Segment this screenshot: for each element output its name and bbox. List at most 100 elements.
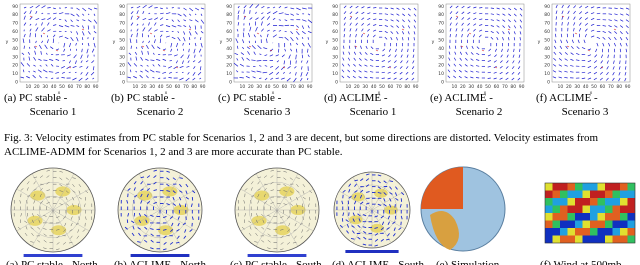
velocity-arrow	[587, 77, 592, 80]
velocity-arrow	[413, 48, 415, 53]
heat-cell	[597, 198, 606, 206]
velocity-arrow	[154, 22, 157, 26]
panel-subcaption: Scenario 2	[137, 106, 184, 118]
velocity-arrow	[33, 57, 36, 61]
x-tick-label: 50	[273, 84, 279, 90]
wind-arrow	[43, 214, 47, 217]
velocity-arrow	[290, 36, 294, 42]
velocity-arrow	[192, 77, 196, 81]
x-tick-label: 20	[141, 84, 147, 90]
panel-subcaption: Scenario 1	[30, 106, 77, 118]
velocity-arrow	[55, 48, 60, 51]
velocity-arrow	[576, 46, 580, 50]
velocity-arrow	[343, 45, 345, 49]
wind-arrow	[366, 191, 370, 193]
parallel	[25, 182, 81, 238]
wind-arrow	[354, 194, 357, 199]
velocity-arrow	[347, 57, 351, 61]
wind-arrow	[163, 235, 167, 239]
velocity-arrow	[358, 70, 362, 73]
wind-arrow	[46, 169, 50, 172]
velocity-arrow	[367, 12, 371, 15]
velocity-arrow	[388, 54, 391, 58]
x-tick-label: 50	[59, 84, 65, 90]
velocity-arrow	[142, 23, 144, 26]
wind-arrow	[59, 177, 63, 181]
wind-arrow	[85, 216, 87, 220]
velocity-arrow	[401, 48, 403, 53]
wind-arrow	[131, 232, 135, 237]
velocity-arrow	[61, 77, 65, 79]
wind-arrow	[300, 235, 304, 239]
wind-arrow	[191, 216, 194, 220]
x-axis-label: x	[484, 91, 487, 96]
x-tick-label: 90	[625, 84, 631, 90]
wind-arrow	[127, 188, 131, 191]
velocity-arrow	[136, 6, 141, 9]
x-tick-label: 80	[616, 84, 622, 90]
x-tick-label: 60	[68, 84, 74, 90]
velocity-arrow	[390, 25, 394, 28]
y-tick-label: 50	[119, 37, 125, 43]
velocity-arrow	[359, 51, 362, 55]
quiver-panel: 0101020203030404050506060707080809090xy(…	[324, 3, 419, 118]
velocity-arrow	[267, 7, 270, 9]
velocity-arrow	[307, 25, 310, 29]
velocity-arrow	[507, 37, 510, 41]
y-tick-label: 10	[119, 71, 125, 77]
velocity-arrow	[464, 70, 468, 73]
velocity-arrow	[245, 75, 250, 79]
wind-arrow	[387, 221, 390, 226]
panel-subcaption: Scenario 3	[562, 106, 609, 118]
velocity-arrow	[296, 36, 299, 40]
velocity-arrow	[587, 54, 592, 57]
velocity-arrow	[343, 16, 347, 20]
wind-arrow	[270, 181, 274, 185]
y-tick-label: 10	[226, 71, 232, 77]
wind-arrow	[189, 229, 193, 232]
x-tick-label: 60	[388, 84, 394, 90]
polar-plot	[333, 171, 411, 253]
velocity-arrow	[47, 17, 52, 20]
x-tick-label: 60	[175, 84, 181, 90]
velocity-arrow	[237, 5, 240, 9]
velocity-arrow	[449, 11, 453, 15]
x-tick-label: 90	[307, 84, 313, 90]
velocity-arrow	[461, 33, 463, 38]
wind-arrow	[302, 184, 306, 188]
velocity-arrow	[160, 7, 163, 10]
red-arrow	[388, 66, 392, 69]
wind-arrow	[72, 184, 75, 188]
red-arrow	[282, 66, 286, 69]
velocity-arrow	[76, 7, 80, 11]
velocity-arrow	[614, 36, 617, 41]
heat-cell	[605, 198, 613, 206]
velocity-arrow	[39, 44, 42, 50]
wind-arrow	[138, 213, 142, 217]
velocity-arrow	[449, 45, 451, 49]
velocity-arrow	[187, 60, 190, 63]
wind-arrow	[389, 198, 392, 202]
wind-arrow	[244, 188, 248, 191]
velocity-arrow	[396, 31, 399, 35]
velocity-arrow	[401, 37, 404, 41]
velocity-arrow	[353, 63, 356, 67]
velocity-arrow	[593, 71, 598, 75]
velocity-arrow	[625, 36, 629, 41]
velocity-arrow	[502, 13, 506, 16]
wind-arrow	[43, 233, 47, 237]
wind-arrow	[280, 229, 284, 231]
velocity-arrow	[364, 64, 368, 67]
velocity-arrow	[23, 33, 26, 38]
velocity-arrow	[280, 77, 285, 80]
velocity-arrow	[513, 25, 517, 29]
velocity-arrow	[280, 66, 285, 71]
red-arrow	[574, 32, 578, 35]
velocity-arrow	[261, 5, 265, 9]
velocity-arrow	[413, 37, 415, 41]
wind-arrow	[244, 213, 246, 217]
wind-arrow	[294, 222, 297, 227]
velocity-arrow	[406, 54, 409, 58]
velocity-arrow	[596, 6, 601, 9]
red-arrow	[243, 15, 247, 18]
